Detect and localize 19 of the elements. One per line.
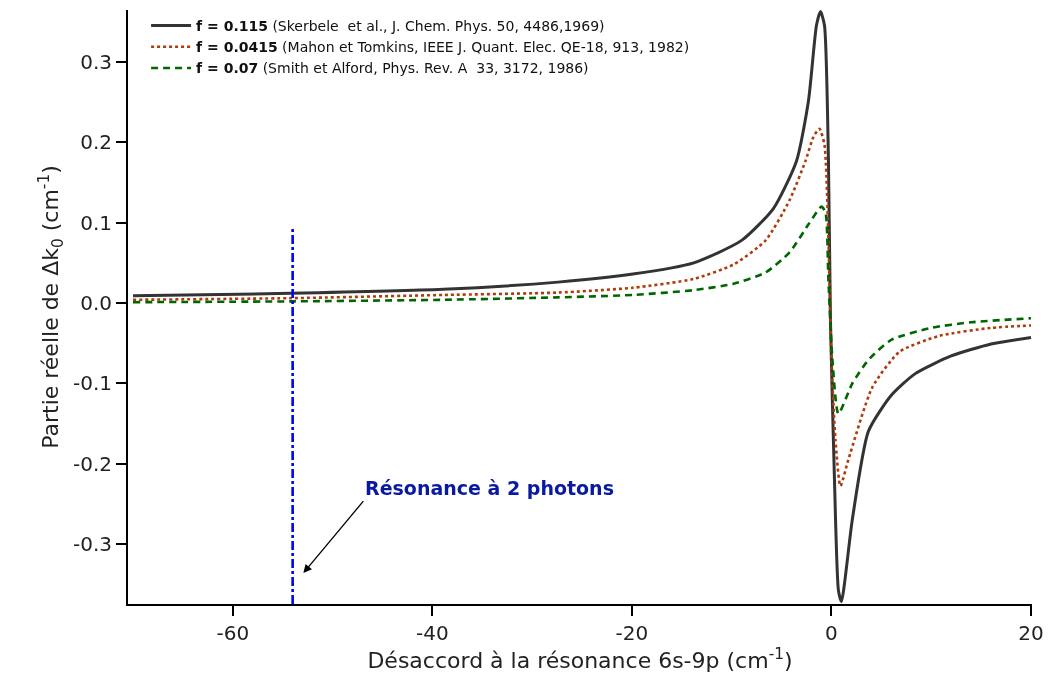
line-series: [131, 10, 1032, 604]
y-tick-label: 0.3: [80, 50, 112, 75]
y-tick-label: 0.2: [80, 130, 112, 155]
y-tick-label: 0.1: [80, 210, 112, 235]
line-series: [131, 205, 1032, 416]
legend-label: f = 0.07 (Smith et Alford, Phys. Rev. A 33, 3172, 1986): [196, 60, 589, 77]
y-tick-label: 0.0: [80, 290, 112, 315]
annotation: Résonance à 2 photons: [365, 477, 614, 499]
x-tick-label: -40: [415, 621, 449, 645]
x-axis-title: Désaccord à la résonance 6s-9p (cm$^{-1}$): [367, 645, 793, 674]
y-tick-label: -0.1: [72, 371, 112, 396]
legend-label: f = 0.115 (Skerbele et al., J. Chem. Phys. 50, 4486,1969): [196, 18, 605, 35]
x-tick-label: -20: [615, 621, 649, 645]
x-tick-label: 20: [1018, 621, 1044, 645]
y-tick-label: -0.3: [72, 531, 112, 556]
legend-label: f = 0.0415 (Mahon et Tomkins, IEEE J. Quant. Elec. QE-18, 913, 1982): [196, 39, 690, 56]
x-tick-label: -60: [216, 621, 250, 645]
x-tick-label: 0: [825, 621, 838, 645]
y-tick-label: -0.2: [72, 451, 112, 476]
